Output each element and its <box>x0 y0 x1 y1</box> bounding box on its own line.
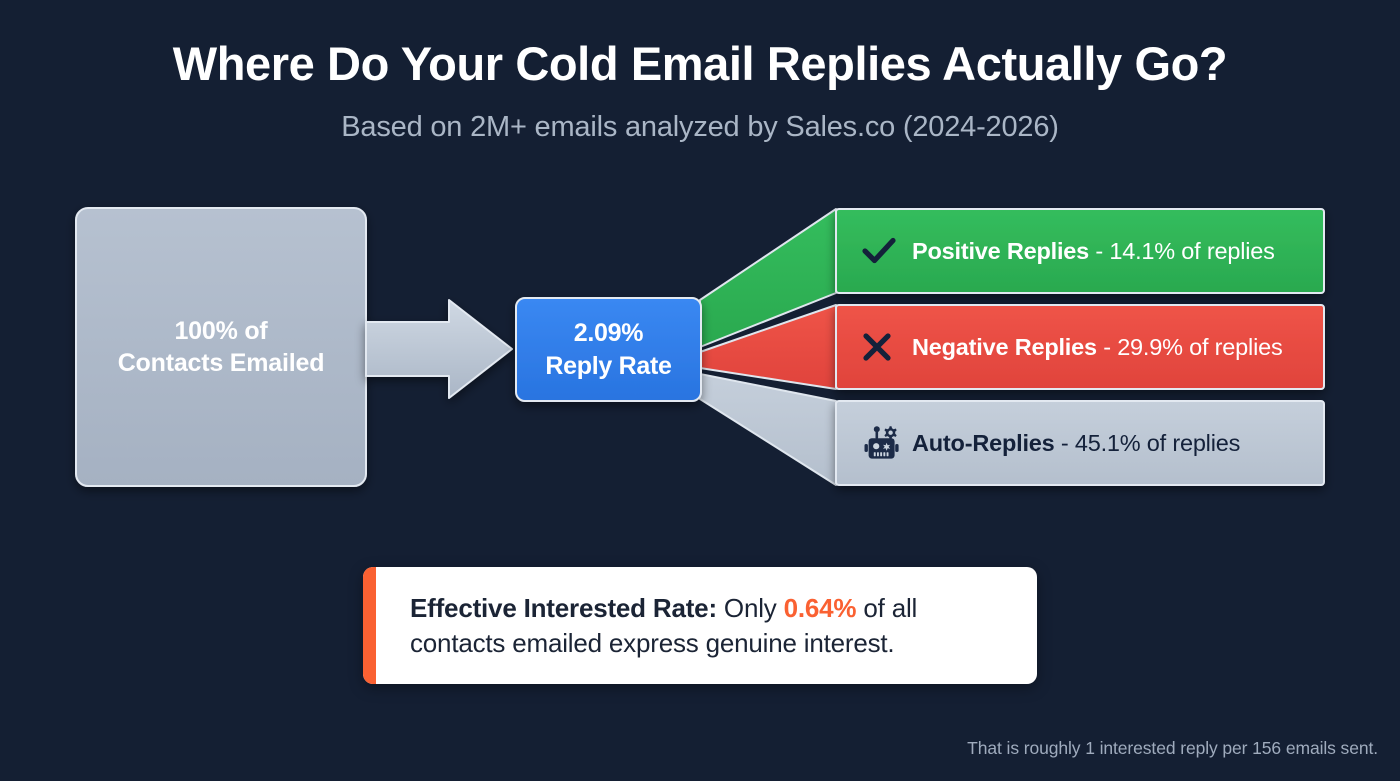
outcome-bar-auto <box>835 400 1325 486</box>
callout-lead: Effective Interested Rate: <box>410 593 717 624</box>
outcome-bar-negative <box>835 304 1325 390</box>
callout-text: Effective Interested Rate: Only 0.64% of… <box>410 591 1013 660</box>
callout-highlight: 0.64% <box>783 593 857 624</box>
callout-tail: of all contacts emailed express genuine … <box>410 593 918 658</box>
wedge-auto <box>699 373 837 486</box>
callout-mid: Only <box>716 593 784 624</box>
outcome-bar-positive <box>835 208 1325 294</box>
stage-block <box>515 297 702 402</box>
source-block <box>75 207 367 487</box>
footer-note: That is roughly 1 interested reply per 1… <box>967 738 1378 758</box>
right-arrow-icon <box>365 299 513 399</box>
page-title: Where Do Your Cold Email Replies Actuall… <box>172 37 1228 90</box>
callout-card: Effective Interested Rate: Only 0.64% of… <box>363 567 1037 684</box>
funnel-wedges <box>699 208 837 486</box>
page-subtitle: Based on 2M+ emails analyzed by Sales.co… <box>341 111 1059 143</box>
callout-accent-bar <box>363 567 376 684</box>
